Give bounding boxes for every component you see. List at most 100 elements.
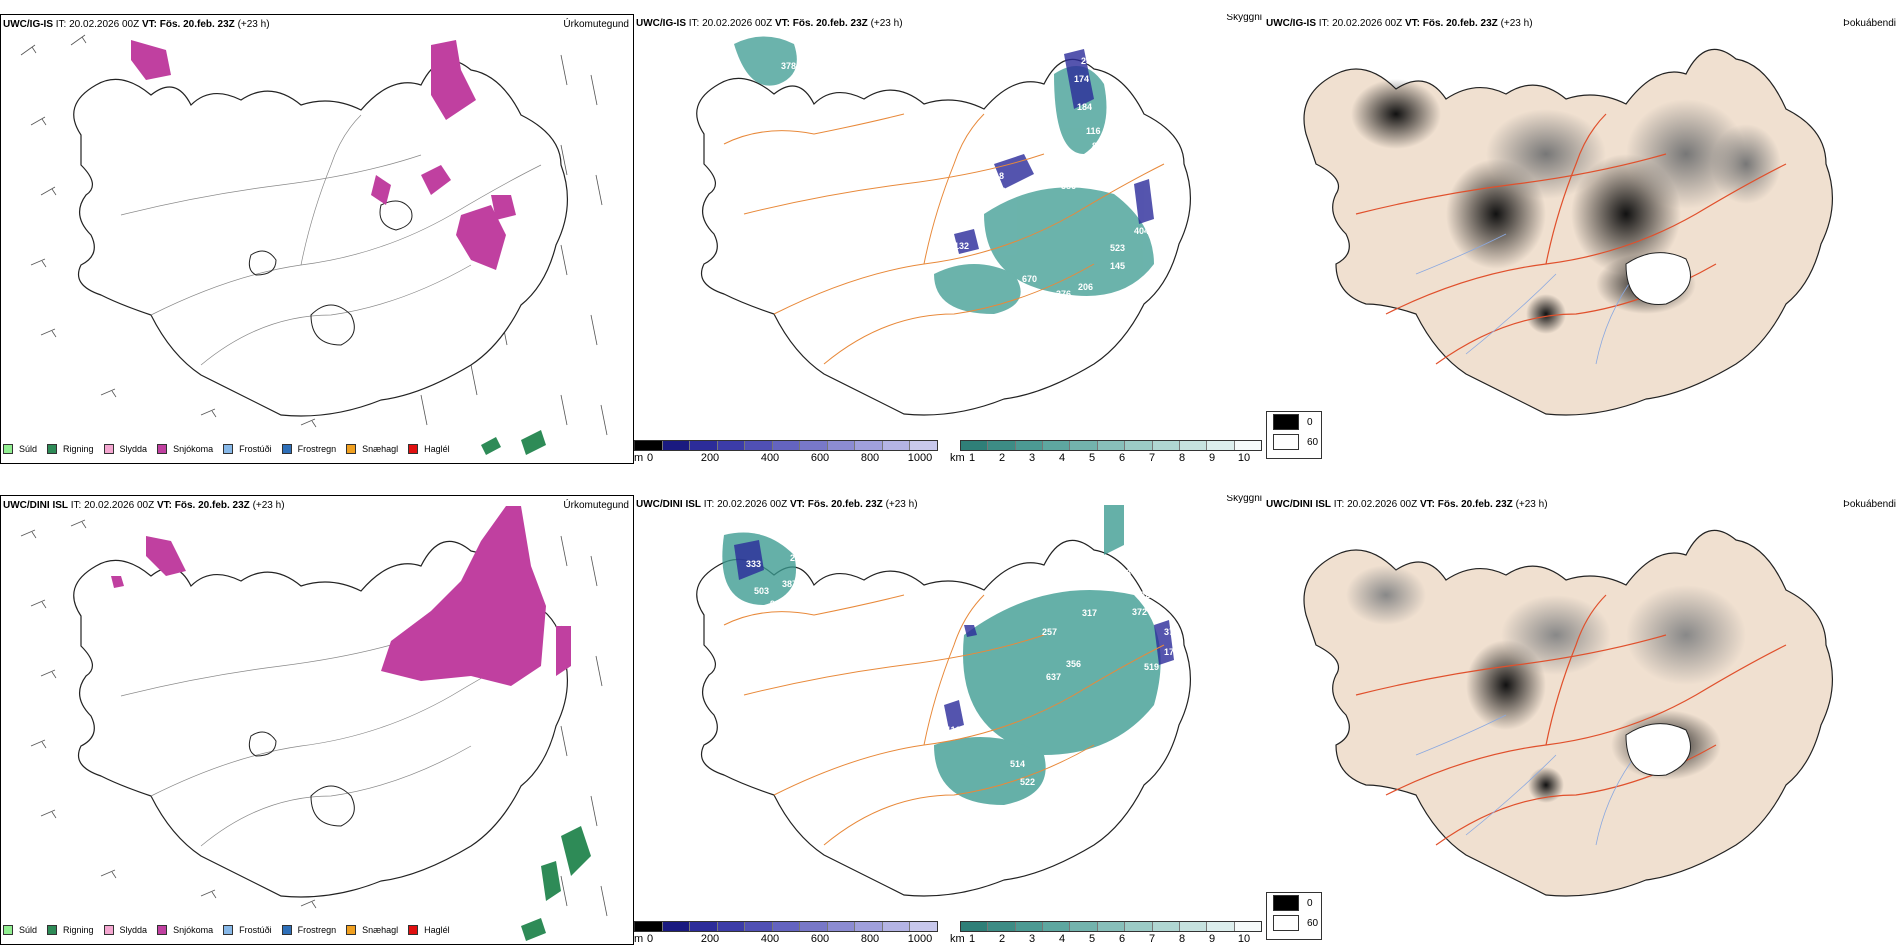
legend-label: Slydda — [119, 925, 148, 935]
fog-legend-swatch — [1273, 434, 1299, 450]
cloud-base-fields — [734, 540, 1174, 730]
cloud-title-top: Skyggni — [1226, 14, 1262, 23]
value-label: 387 — [782, 579, 797, 589]
lead-time: (+23 h) — [1515, 499, 1548, 510]
legend-label: Rigning — [63, 925, 94, 935]
tick-label: 6 — [1118, 452, 1126, 464]
value-label: 180 — [991, 186, 1006, 196]
roads — [723, 594, 1165, 846]
vt-label: VT: — [1419, 499, 1435, 510]
cloud-header-bottom: UWC/DINI ISL IT: 20.02.2026 00Z VT: Fös.… — [636, 499, 1262, 513]
precip-map-top — [20, 34, 608, 455]
tick-label: 4 — [1058, 452, 1066, 464]
vt-value: Fös. 20.feb. 23Z — [1437, 499, 1513, 510]
lead-time: (+23 h) — [237, 19, 270, 30]
value-label: 519 — [1144, 662, 1159, 672]
cloud-panel-top: UWC/IG-IS IT: 20.02.2026 00Z VT: Fös. 20… — [634, 14, 1266, 464]
value-label: 132 — [954, 241, 969, 251]
it-label: IT: — [688, 18, 700, 29]
fog-legend-top: 0 60 — [1266, 411, 1322, 459]
legend-swatch — [103, 444, 114, 454]
legend-label: Frostúði — [239, 444, 272, 454]
legend-swatch — [223, 444, 234, 454]
it-value: 20.02.2026 00Z — [702, 18, 773, 29]
legend-swatch — [408, 925, 419, 935]
fog-map-bottom — [1303, 529, 1833, 897]
colorbar-cells — [960, 440, 1262, 451]
value-label: 326 — [1140, 590, 1155, 600]
tick-label: 10 — [1237, 933, 1251, 945]
roads — [120, 114, 542, 366]
legend-swatch — [281, 925, 292, 935]
vt-label: VT: — [1404, 18, 1420, 29]
value-label: 376 — [1164, 627, 1179, 637]
tick-label: 0 — [646, 933, 654, 945]
value-label: 522 — [1020, 777, 1035, 787]
value-label: 346 — [1114, 737, 1129, 747]
it-value: 20.02.2026 00Z — [1347, 499, 1418, 510]
glacier — [1625, 252, 1691, 305]
model-name: UWC/DINI ISL — [3, 500, 68, 511]
legend-swatch — [47, 925, 58, 935]
colorbar-cells — [634, 440, 938, 451]
tick-label: 600 — [810, 452, 830, 464]
lead-time: (+23 h) — [885, 499, 918, 510]
snow-areas — [131, 40, 516, 270]
fog-legend-value: 0 — [1307, 416, 1313, 428]
model-name: UWC/DINI ISL — [1266, 499, 1331, 510]
colorbar-cells — [960, 921, 1262, 932]
value-label: 197 — [1014, 146, 1029, 156]
value-label: 145 — [1110, 261, 1125, 271]
vt-label: VT: — [789, 499, 805, 510]
precip-legend-bottom: Súld Rigning Slydda Snjókoma Frostúði Fr… — [3, 922, 460, 938]
value-label: 503 — [754, 586, 769, 596]
tick-label: 8 — [1178, 452, 1186, 464]
tick-label: 8 — [1178, 933, 1186, 945]
legend-label: Snæhagl — [362, 444, 399, 454]
precip-map-bottom — [20, 506, 608, 941]
cloud-panel-bottom: UWC/DINI ISL IT: 20.02.2026 00Z VT: Fös.… — [634, 495, 1266, 945]
cloud-map-bottom — [696, 505, 1191, 897]
legend-item-snjokoma: Snjókoma — [157, 925, 213, 935]
value-label: 670 — [1022, 274, 1037, 284]
tick-label: 3 — [1028, 933, 1036, 945]
iceland-outline — [73, 59, 568, 417]
vt-value: Fös. 20.feb. 23Z — [1422, 18, 1498, 29]
legend-swatch — [3, 444, 13, 454]
it-value: 20.02.2026 00Z — [1332, 18, 1403, 29]
tick-label: 0 — [646, 452, 654, 464]
colorbar-unit: m — [634, 452, 644, 464]
colorbar-unit: km — [950, 452, 965, 464]
value-label: 343 — [1152, 577, 1167, 587]
visibility-fields — [722, 505, 1161, 805]
visibility-colorbar-bottom: km 1 2 3 4 5 6 7 8 9 10 — [950, 921, 1262, 945]
value-label: 89 — [1092, 141, 1102, 151]
cloud-header-top: UWC/IG-IS IT: 20.02.2026 00Z VT: Fös. 20… — [636, 18, 1262, 32]
tick-label: 4 — [1058, 933, 1066, 945]
value-label: 637 — [1046, 672, 1061, 682]
precip-title-top: Úrkomutegund — [563, 19, 629, 30]
legend-swatch — [346, 444, 357, 454]
value-label: 326 — [1146, 547, 1161, 557]
value-label: 523 — [1110, 243, 1125, 253]
tick-label: 2 — [998, 933, 1006, 945]
it-value: 20.02.2026 00Z — [84, 500, 155, 511]
legend-swatch — [47, 444, 58, 454]
legend-item-sudl: Súld — [3, 444, 37, 454]
legend-label: Rigning — [63, 444, 94, 454]
legend-swatch — [223, 925, 234, 935]
value-label: 386 — [1061, 181, 1076, 191]
tick-label: 2 — [998, 452, 1006, 464]
legend-item-rigning: Rigning — [47, 444, 94, 454]
value-label: 247 — [1094, 176, 1109, 186]
fog-legend-bottom: 0 60 — [1266, 892, 1322, 940]
fog-panel-top: UWC/IG-IS IT: 20.02.2026 00Z VT: Fös. 20… — [1266, 14, 1900, 464]
value-label: 356 — [1066, 659, 1081, 669]
legend-label: Frostregn — [297, 444, 337, 454]
fog-header-bottom: UWC/DINI ISL IT: 20.02.2026 00Z VT: Fös.… — [1266, 499, 1896, 513]
fog-map-top — [1303, 48, 1833, 416]
fog-header-top: UWC/IG-IS IT: 20.02.2026 00Z VT: Fös. 20… — [1266, 18, 1896, 32]
legend-label: Haglél — [424, 444, 450, 454]
tick-label: 400 — [760, 933, 780, 945]
value-label: 99 — [770, 599, 780, 609]
